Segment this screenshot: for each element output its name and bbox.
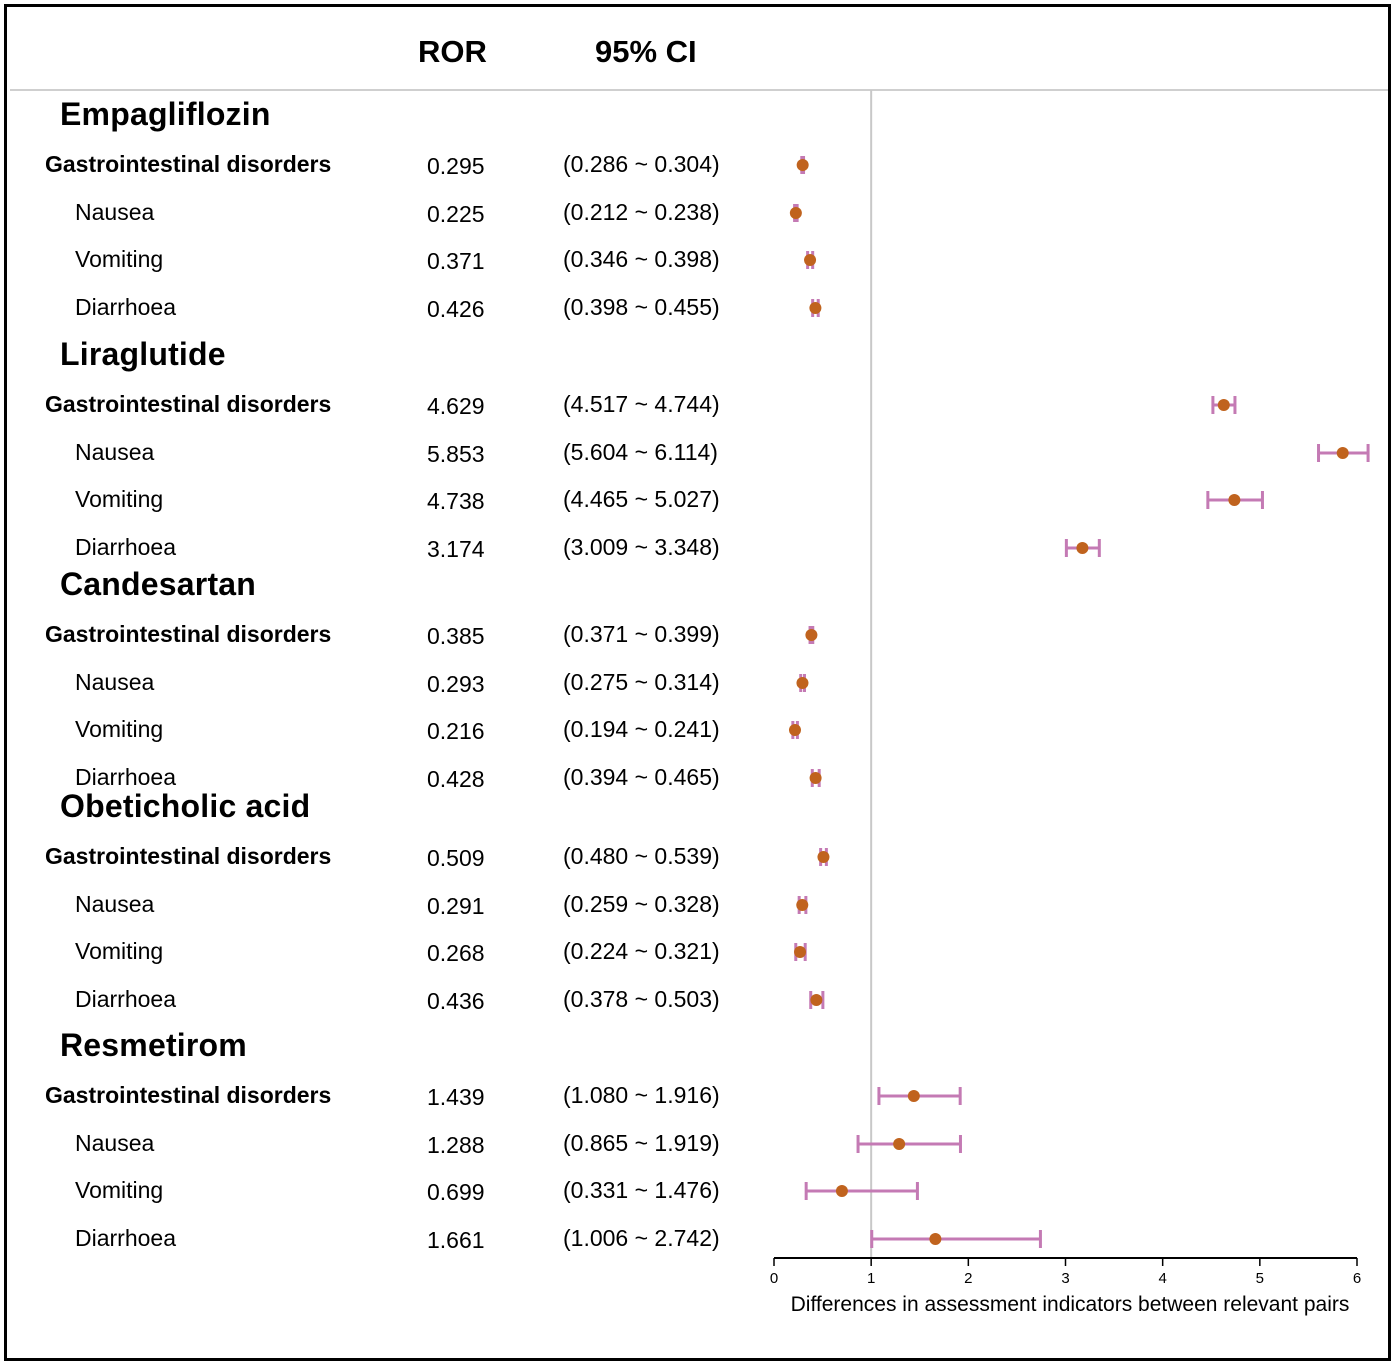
ci-value: (1.006 ~ 2.742) [563, 1225, 720, 1251]
ror-point [1217, 399, 1230, 411]
subcategory-label: Diarrhoea [75, 986, 176, 1012]
ror-point [817, 851, 830, 863]
ror-value: 0.371 [427, 248, 485, 274]
x-tick-label: 3 [1061, 1270, 1069, 1287]
subcategory-label: Diarrhoea [75, 294, 176, 320]
drug-group-title: Empagliflozin [60, 96, 271, 132]
x-tick-label: 1 [867, 1270, 875, 1287]
ror-point [835, 1185, 848, 1197]
subcategory-label: Diarrhoea [75, 1225, 176, 1251]
ci-value: (0.398 ~ 0.455) [563, 294, 720, 320]
ror-value: 1.288 [427, 1132, 485, 1158]
ci-value: (0.480 ~ 0.539) [563, 843, 720, 869]
ror-point [804, 254, 817, 266]
drug-group-title: Candesartan [60, 566, 257, 602]
ror-point [893, 1138, 906, 1150]
ci-value: (0.212 ~ 0.238) [563, 199, 720, 225]
ror-point [907, 1090, 920, 1102]
x-tick-label: 6 [1353, 1270, 1361, 1287]
ror-value: 0.699 [427, 1179, 485, 1205]
ror-value: 0.295 [427, 153, 485, 179]
subcategory-label: Vomiting [75, 246, 164, 272]
ror-value: 0.291 [427, 893, 485, 919]
ror-value: 0.426 [427, 296, 485, 322]
ror-point [796, 899, 809, 911]
ci-value: (0.346 ~ 0.398) [563, 246, 720, 272]
ci-value: (5.604 ~ 6.114) [563, 439, 718, 465]
category-label: Gastrointestinal disorders [45, 621, 332, 647]
subcategory-label: Vomiting [75, 938, 164, 964]
category-label: Gastrointestinal disorders [45, 1082, 332, 1108]
drug-group-title: Resmetirom [60, 1027, 247, 1063]
ror-value: 0.436 [427, 988, 485, 1014]
ci-value: (0.371 ~ 0.399) [563, 621, 720, 647]
ci-value: (0.378 ~ 0.503) [563, 986, 720, 1012]
ror-point [796, 677, 809, 689]
ci-value: (0.865 ~ 1.919) [563, 1130, 720, 1156]
drug-group-title: Obeticholic acid [60, 788, 311, 824]
x-tick-label: 2 [964, 1270, 972, 1287]
ror-value: 0.268 [427, 940, 485, 966]
ci-value: (0.194 ~ 0.241) [563, 716, 720, 742]
ci-value: (4.517 ~ 4.744) [563, 391, 720, 417]
ci-value: (1.080 ~ 1.916) [563, 1082, 720, 1108]
ror-value: 4.738 [427, 488, 485, 514]
ror-point [809, 302, 822, 314]
ror-value: 0.509 [427, 845, 485, 871]
ror-value: 0.216 [427, 718, 485, 744]
ror-value: 3.174 [427, 536, 485, 562]
ror-value: 0.385 [427, 623, 485, 649]
ror-value: 0.293 [427, 671, 485, 697]
ror-point [789, 207, 802, 219]
subcategory-label: Nausea [75, 199, 155, 225]
ror-column-header: ROR [418, 34, 487, 69]
ror-point [794, 946, 807, 958]
ci-value: (0.259 ~ 0.328) [563, 891, 720, 917]
ror-point [1228, 494, 1241, 506]
ci-value: (0.275 ~ 0.314) [563, 669, 720, 695]
ror-point [1076, 542, 1089, 554]
ror-value: 0.428 [427, 766, 485, 792]
subcategory-label: Nausea [75, 1130, 155, 1156]
subcategory-label: Nausea [75, 891, 155, 917]
ci-value: (0.394 ~ 0.465) [563, 764, 720, 790]
header-divider [10, 89, 1388, 91]
ror-point [788, 724, 801, 736]
ror-point [809, 772, 822, 784]
ci-value: (0.331 ~ 1.476) [563, 1177, 720, 1203]
ror-point [805, 629, 818, 641]
ror-point [810, 994, 823, 1006]
ror-value: 1.439 [427, 1084, 485, 1110]
x-axis-label: Differences in assessment indicators bet… [791, 1293, 1350, 1316]
ci-value: (4.465 ~ 5.027) [563, 486, 720, 512]
ror-value: 5.853 [427, 441, 485, 467]
drug-group-title: Liraglutide [60, 336, 226, 372]
category-label: Gastrointestinal disorders [45, 391, 332, 417]
ror-value: 0.225 [427, 201, 485, 227]
x-tick-label: 0 [770, 1270, 778, 1287]
ci-value: (3.009 ~ 3.348) [563, 534, 720, 560]
ci-value: (0.224 ~ 0.321) [563, 938, 720, 964]
ror-point [1336, 447, 1349, 459]
subcategory-label: Nausea [75, 669, 155, 695]
ror-value: 1.661 [427, 1227, 485, 1253]
subcategory-label: Vomiting [75, 1177, 164, 1203]
ci-column-header: 95% CI [595, 34, 697, 69]
ror-point [929, 1233, 942, 1245]
x-tick-label: 4 [1158, 1270, 1166, 1287]
category-label: Gastrointestinal disorders [45, 843, 332, 869]
figure-frame [4, 4, 1391, 1361]
category-label: Gastrointestinal disorders [45, 151, 332, 177]
subcategory-label: Vomiting [75, 486, 164, 512]
ci-value: (0.286 ~ 0.304) [563, 151, 720, 177]
ror-point [796, 159, 809, 171]
ror-value: 4.629 [427, 393, 485, 419]
subcategory-label: Nausea [75, 439, 155, 465]
subcategory-label: Diarrhoea [75, 764, 176, 790]
subcategory-label: Vomiting [75, 716, 164, 742]
subcategory-label: Diarrhoea [75, 534, 176, 560]
x-tick-label: 5 [1256, 1270, 1264, 1287]
